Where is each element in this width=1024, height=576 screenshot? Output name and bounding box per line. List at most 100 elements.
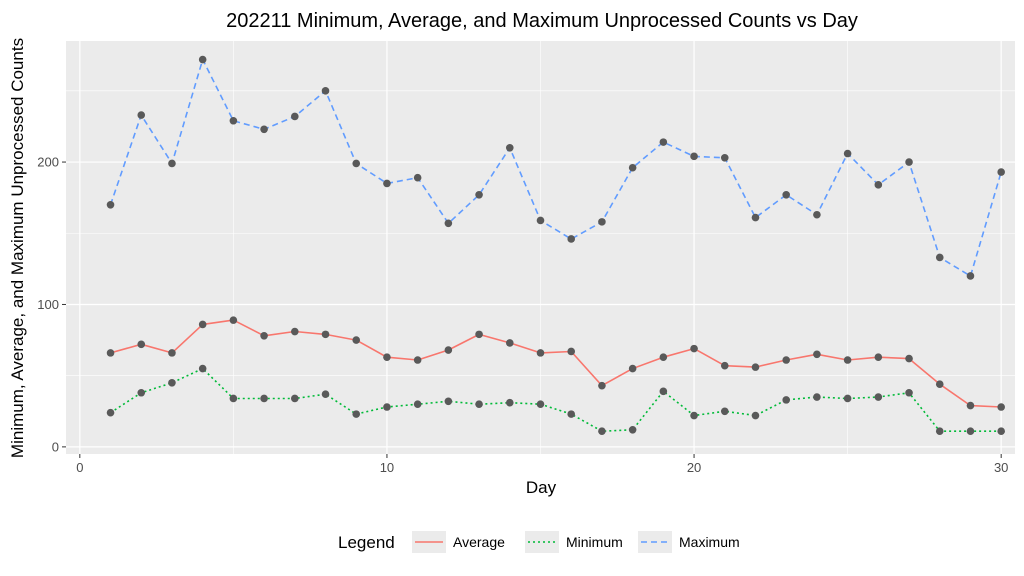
data-point-average [291,327,299,336]
data-point-minimum [628,425,637,434]
data-point-maximum [413,173,422,182]
grid [66,41,1015,454]
x-tick-label: 30 [994,460,1008,475]
data-point-maximum [813,210,821,219]
chart-title: 202211 Minimum, Average, and Maximum Unp… [226,10,858,32]
data-point-maximum [966,272,975,280]
data-point-average [843,356,852,364]
data-point-average [935,380,944,389]
data-point-average [475,330,483,339]
data-point-maximum [874,181,883,189]
x-tick-label: 0 [76,460,83,475]
x-axis-title: Day [526,478,557,497]
legend-label-minimum: Minimum [566,534,623,550]
data-point-maximum [659,138,668,146]
data-point-average [966,401,975,410]
data-point-average [905,354,913,363]
data-point-minimum [782,396,790,404]
data-point-minimum [813,393,821,401]
data-point-maximum [383,179,391,188]
data-point-minimum [260,394,268,403]
y-tick-label: 100 [37,297,59,312]
data-point-minimum [444,397,453,406]
data-point-minimum [137,388,146,397]
data-point-minimum [352,410,361,418]
series-line-maximum [109,58,1002,277]
data-point-average [229,316,238,324]
data-point-minimum [935,427,944,436]
y-axis-title: Minimum, Average, and Maximum Unprocesse… [8,38,27,458]
data-point-average [751,363,760,371]
data-point-maximum [505,144,514,152]
data-point-average [598,381,606,390]
data-point-average [106,349,115,357]
data-point-maximum [352,159,361,168]
y-tick-label: 200 [37,155,59,170]
legend-items: Average Minimum Maximum [412,531,740,553]
data-point-maximum [198,55,207,64]
data-point-minimum [598,427,606,436]
legend: Legend Average Minimum Maximum [338,531,740,553]
data-point-maximum [475,191,483,199]
data-point-maximum [229,116,238,125]
data-point-maximum [751,213,760,222]
data-point-average [444,346,453,354]
data-point-minimum [536,400,545,408]
axes: 0 10 20 30 0 100 200 [37,155,1008,475]
y-tick-label: 0 [52,439,59,454]
data-point-minimum [383,403,391,411]
data-point-maximum [168,159,176,168]
data-point-average [659,353,668,361]
data-point-minimum [321,390,330,398]
data-point-minimum [505,398,514,407]
data-point-minimum [567,410,576,418]
legend-label-average: Average [453,534,505,550]
data-point-maximum [260,125,268,134]
data-point-maximum [321,87,330,95]
data-point-maximum [690,152,698,161]
data-point-average [690,344,698,353]
data-point-minimum [659,387,668,396]
data-point-maximum [598,218,606,226]
data-point-average [782,356,790,364]
data-point-minimum [843,394,852,403]
data-point-average [321,330,330,339]
data-point-average [168,349,176,357]
data-point-maximum [905,158,913,166]
data-point-maximum [106,200,115,209]
data-point-average [260,331,268,340]
data-point-average [813,350,821,359]
legend-key-minimum [525,531,559,553]
data-point-minimum [905,388,913,397]
legend-title: Legend [338,533,395,552]
data-point-maximum [843,149,852,158]
data-point-maximum [291,112,299,121]
series-line-average [110,319,1002,408]
data-point-minimum [966,427,975,436]
data-point-minimum [997,427,1005,436]
data-point-average [413,356,422,364]
data-point-average [628,364,637,373]
data-point-maximum [536,216,545,225]
data-point-average [874,353,883,361]
x-tick-label: 20 [687,460,701,475]
data-point-minimum [168,378,176,387]
data-point-maximum [782,191,790,199]
data-point-average [352,336,361,344]
data-point-average [720,361,729,370]
data-point-average [505,339,514,347]
legend-label-maximum: Maximum [679,534,740,550]
series-line-minimum [110,367,1002,433]
data-point-maximum [628,163,637,172]
data-point-maximum [567,235,576,243]
points-layer [106,55,1005,436]
data-point-minimum [751,411,760,420]
x-tick-label: 10 [380,460,394,475]
data-point-average [137,340,146,349]
data-point-minimum [874,393,883,401]
data-point-average [567,347,576,356]
data-point-maximum [720,153,729,162]
data-point-minimum [690,411,698,420]
series-layer [109,58,1002,433]
